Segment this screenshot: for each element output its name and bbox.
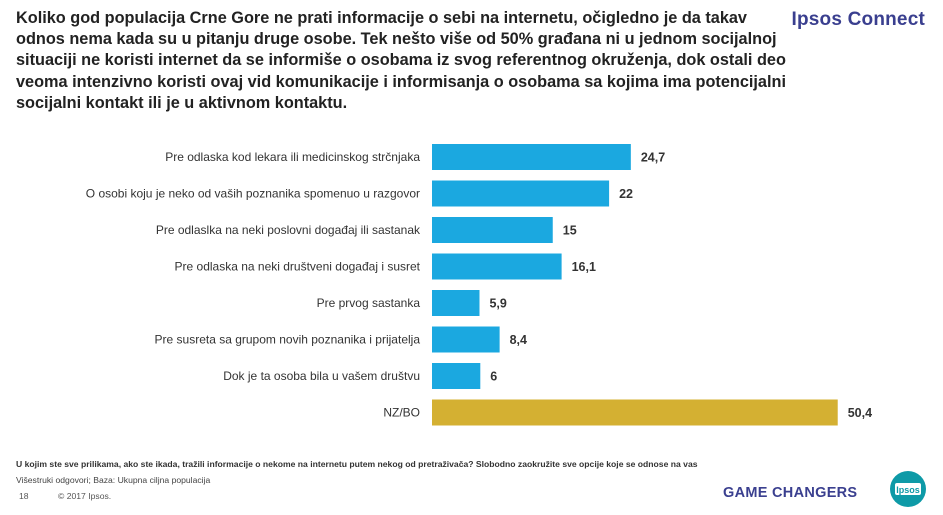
brand-logo-text: Ipsos Connect xyxy=(791,9,925,30)
bar-2 xyxy=(432,217,553,243)
bar-6 xyxy=(432,363,481,389)
bar-7 xyxy=(432,399,838,426)
value-label-5: 8,4 xyxy=(510,333,527,347)
bar-1 xyxy=(432,180,610,207)
value-label-2: 15 xyxy=(563,224,577,238)
value-label-4: 5,9 xyxy=(489,297,506,311)
category-label-4: Pre prvog sastanka xyxy=(317,296,421,310)
category-label-7: NZ/BO xyxy=(383,406,420,420)
ipsos-logo: Ipsos xyxy=(890,471,926,507)
game-changers-tagline: GAME CHANGERS xyxy=(723,485,858,501)
bar-chart: Pre odlaska kod lekara ili medicinskog s… xyxy=(86,144,872,426)
survey-question: U kojim ste sve prilikama, ako ste ikada… xyxy=(16,459,698,469)
value-label-1: 22 xyxy=(619,187,633,201)
category-label-1: O osobi koju je neko od vaših poznanika … xyxy=(86,187,420,201)
value-label-0: 24,7 xyxy=(641,151,665,165)
copyright: © 2017 Ipsos. xyxy=(58,491,112,501)
survey-base: Višestruki odgovori; Baza: Ukupna ciljna… xyxy=(16,475,211,485)
value-label-3: 16,1 xyxy=(572,260,596,274)
svg-text:Ipsos: Ipsos xyxy=(896,485,920,495)
bar-5 xyxy=(432,326,500,353)
category-label-5: Pre susreta sa grupom novih poznanika i … xyxy=(155,333,421,347)
bar-0 xyxy=(432,144,631,170)
category-label-3: Pre odlaska na neki društveni događaj i … xyxy=(175,260,421,274)
value-label-6: 6 xyxy=(490,370,497,384)
value-label-7: 50,4 xyxy=(848,406,872,420)
category-label-6: Dok je ta osoba bila u vašem društvu xyxy=(223,369,420,383)
bar-4 xyxy=(432,290,480,316)
headline: Koliko god populacija Crne Gore ne prati… xyxy=(16,9,786,112)
category-label-2: Pre odlaslka na neki poslovni događaj il… xyxy=(156,223,421,237)
category-label-0: Pre odlaska kod lekara ili medicinskog s… xyxy=(165,150,420,164)
bar-3 xyxy=(432,253,562,280)
page-number: 18 xyxy=(19,491,29,501)
